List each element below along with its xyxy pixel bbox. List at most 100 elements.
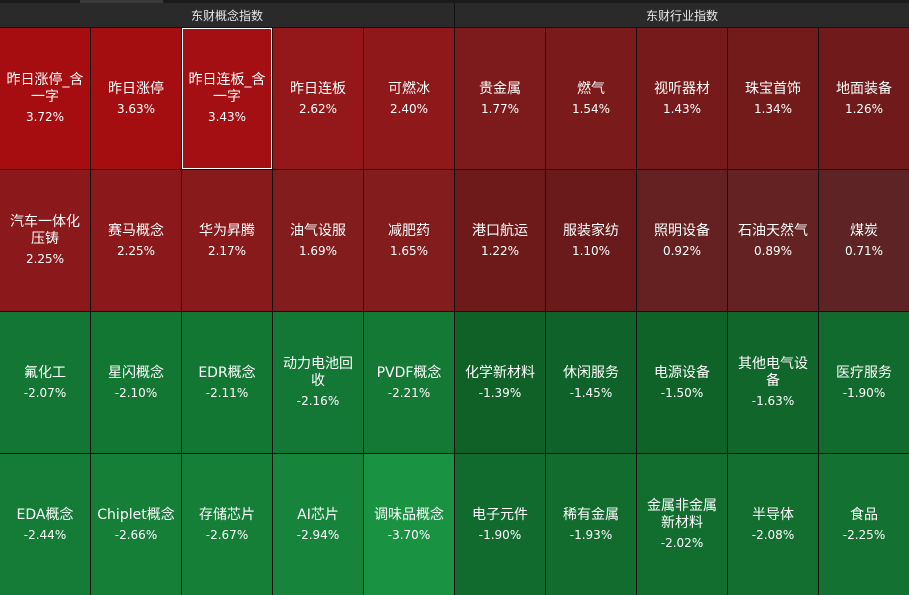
heatmap-tile[interactable]: 电子元件 -1.90% — [455, 454, 545, 595]
tile-name: 石油天然气 — [738, 222, 808, 239]
heatmap-tile[interactable]: EDR概念 -2.11% — [182, 312, 272, 453]
tile-change-percent: 1.77% — [480, 101, 520, 116]
heatmap-tile[interactable]: 服装家纺 1.10% — [546, 170, 636, 311]
tile-change-percent: -1.93% — [569, 527, 613, 542]
tile-change-percent: 0.92% — [662, 243, 702, 258]
tile-name: 华为昇腾 — [199, 222, 255, 239]
heatmap-tile[interactable]: 金属非金属新材料 -2.02% — [637, 454, 727, 595]
heatmap-tile[interactable]: PVDF概念 -2.21% — [364, 312, 454, 453]
tile-change-percent: -2.02% — [660, 536, 704, 550]
heatmap-tile[interactable]: 减肥药 1.65% — [364, 170, 454, 311]
tile-name: 动力电池回收 — [283, 356, 353, 389]
tile-change-percent: -1.90% — [478, 527, 522, 542]
heatmap-tile[interactable]: 燃气 1.54% — [546, 28, 636, 169]
tile-change-percent: 0.71% — [844, 243, 884, 258]
heatmap-tile[interactable]: AI芯片 -2.94% — [273, 454, 363, 595]
heatmap-tile[interactable]: 存储芯片 -2.67% — [182, 454, 272, 595]
tile-name: 氟化工 — [24, 364, 66, 381]
heatmap-tile[interactable]: 煤炭 0.71% — [819, 170, 909, 311]
heatmap-tile[interactable]: 油气设服 1.69% — [273, 170, 363, 311]
heatmap-tile[interactable]: 星闪概念 -2.10% — [91, 312, 181, 453]
tile-change-percent: 2.25% — [25, 252, 65, 266]
heatmap-tile[interactable]: 照明设备 0.92% — [637, 170, 727, 311]
industry-index-title: 东财行业指数 — [455, 3, 909, 27]
tile-change-percent: 1.54% — [571, 101, 611, 116]
heatmap-tile[interactable]: 半导体 -2.08% — [728, 454, 818, 595]
tile-name: 珠宝首饰 — [745, 80, 801, 97]
tile-name: 电子元件 — [472, 506, 528, 523]
heatmap-tile[interactable]: 休闲服务 -1.45% — [546, 312, 636, 453]
heatmap-tile[interactable]: 赛马概念 2.25% — [91, 170, 181, 311]
tile-change-percent: 1.34% — [753, 101, 793, 116]
heatmap-tile[interactable]: 华为昇腾 2.17% — [182, 170, 272, 311]
heatmap-tile[interactable]: 昨日连板_含一字 3.43% — [182, 28, 272, 169]
tile-change-percent: 2.25% — [116, 243, 156, 258]
tile-name: AI芯片 — [297, 506, 339, 523]
tile-change-percent: 1.65% — [389, 243, 429, 258]
heatmap-tile[interactable]: 动力电池回收 -2.16% — [273, 312, 363, 453]
heatmap-tile[interactable]: EDA概念 -2.44% — [0, 454, 90, 595]
tile-change-percent: -1.50% — [660, 385, 704, 400]
concept-heatmap-grid: 昨日涨停_含一字 3.72% 昨日涨停 3.63% 昨日连板_含一字 3.43% 昨日连板 2… — [0, 28, 454, 595]
tile-change-percent: -2.67% — [205, 527, 249, 542]
tile-name: 昨日连板_含一字 — [188, 72, 266, 105]
tile-change-percent: -2.66% — [114, 527, 158, 542]
tile-name: 昨日连板 — [290, 80, 346, 97]
heatmap-tile[interactable]: 汽车一体化压铸 2.25% — [0, 170, 90, 311]
active-tab-indicator — [80, 0, 163, 3]
heatmap-tile[interactable]: 其他电气设备 -1.63% — [728, 312, 818, 453]
tile-change-percent: -2.11% — [205, 385, 249, 400]
tile-name: 昨日涨停_含一字 — [6, 72, 84, 105]
heatmap-tile[interactable]: 石油天然气 0.89% — [728, 170, 818, 311]
heatmap-tile[interactable]: 调味品概念 -3.70% — [364, 454, 454, 595]
concept-index-panel: 东财概念指数 昨日涨停_含一字 3.72% 昨日涨停 3.63% 昨日连板_含一字 3.4… — [0, 0, 454, 595]
tile-name: 贵金属 — [479, 80, 521, 97]
tile-change-percent: 2.17% — [207, 243, 247, 258]
tile-name: 汽车一体化压铸 — [10, 214, 80, 247]
heatmap-tile[interactable]: 医疗服务 -1.90% — [819, 312, 909, 453]
heatmap-tile[interactable]: 视听器材 1.43% — [637, 28, 727, 169]
tile-change-percent: 1.10% — [571, 243, 611, 258]
heatmap-tile[interactable]: 昨日涨停_含一字 3.72% — [0, 28, 90, 169]
tile-change-percent: 1.26% — [844, 101, 884, 116]
tile-name: 存储芯片 — [199, 506, 255, 523]
heatmap-tile[interactable]: 昨日连板 2.62% — [273, 28, 363, 169]
heatmap-tile[interactable]: 珠宝首饰 1.34% — [728, 28, 818, 169]
tile-name: 昨日涨停 — [108, 80, 164, 97]
tile-name: 星闪概念 — [108, 364, 164, 381]
heatmap-tile[interactable]: 电源设备 -1.50% — [637, 312, 727, 453]
heatmap-tile[interactable]: 稀有金属 -1.93% — [546, 454, 636, 595]
tile-name: 其他电气设备 — [738, 356, 808, 389]
tile-name: 燃气 — [577, 80, 605, 97]
heatmap-tile[interactable]: Chiplet概念 -2.66% — [91, 454, 181, 595]
tile-name: 休闲服务 — [563, 364, 619, 381]
heatmap-tile[interactable]: 化学新材料 -1.39% — [455, 312, 545, 453]
tile-name: 半导体 — [752, 506, 794, 523]
heatmap-tile[interactable]: 地面装备 1.26% — [819, 28, 909, 169]
tile-change-percent: -2.21% — [387, 385, 431, 400]
tile-change-percent: -1.39% — [478, 385, 522, 400]
tile-change-percent: 0.89% — [753, 243, 793, 258]
industry-heatmap-grid: 贵金属 1.77% 燃气 1.54% 视听器材 1.43% 珠宝首饰 1.34% 地面装备 1.2… — [455, 28, 909, 595]
tile-name: 港口航运 — [472, 222, 528, 239]
heatmap-tile[interactable]: 氟化工 -2.07% — [0, 312, 90, 453]
tile-change-percent: 1.69% — [298, 243, 338, 258]
heatmap-tile[interactable]: 可燃冰 2.40% — [364, 28, 454, 169]
tile-change-percent: -2.07% — [23, 385, 67, 400]
tile-change-percent: -2.94% — [296, 527, 340, 542]
tile-change-percent: -1.63% — [751, 394, 795, 408]
heatmap-tile[interactable]: 港口航运 1.22% — [455, 170, 545, 311]
tile-change-percent: 3.43% — [207, 110, 247, 124]
top-tab-strip — [0, 0, 909, 3]
tile-change-percent: -2.08% — [751, 527, 795, 542]
tile-name: EDA概念 — [16, 506, 74, 523]
tile-name: 化学新材料 — [465, 364, 535, 381]
heatmap-tile[interactable]: 昨日涨停 3.63% — [91, 28, 181, 169]
heatmap-tile[interactable]: 食品 -2.25% — [819, 454, 909, 595]
tile-name: 医疗服务 — [836, 364, 892, 381]
tile-change-percent: 1.43% — [662, 101, 702, 116]
tile-name: 油气设服 — [290, 222, 346, 239]
heatmap-tile[interactable]: 贵金属 1.77% — [455, 28, 545, 169]
tile-name: 电源设备 — [654, 364, 710, 381]
tile-name: 服装家纺 — [563, 222, 619, 239]
